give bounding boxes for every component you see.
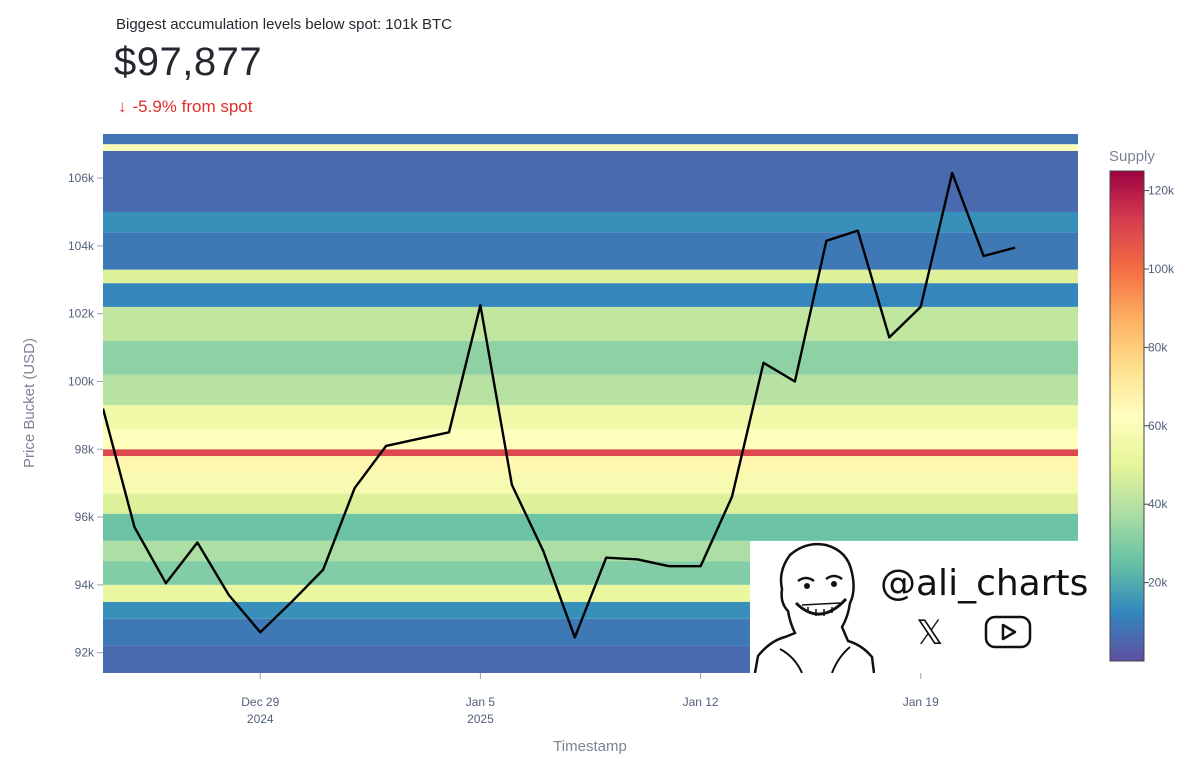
y-tick-label: 96k bbox=[75, 510, 95, 524]
x-axis-title: Timestamp bbox=[553, 738, 627, 755]
meme-face-icon bbox=[753, 542, 875, 673]
colorbar-scale bbox=[1109, 170, 1145, 662]
colorbar-tick-label: 100k bbox=[1148, 262, 1175, 276]
youtube-icon bbox=[984, 615, 1032, 649]
heatmap-band bbox=[103, 449, 1078, 457]
x-logo-icon: 𝕏 bbox=[916, 613, 944, 653]
colorbar-tick-label: 20k bbox=[1148, 576, 1168, 590]
x-axis: Dec 29 2024 Jan 5 2025 Jan 12 Jan 19 bbox=[241, 673, 939, 726]
heatmap-band bbox=[103, 306, 1078, 341]
y-axis-title: Price Bucket (USD) bbox=[21, 338, 38, 468]
delta-text: -5.9% from spot bbox=[132, 97, 253, 116]
heatmap-band bbox=[103, 472, 1078, 494]
x-tick-year-label: 2025 bbox=[467, 712, 494, 726]
heatmap-band bbox=[103, 144, 1078, 151]
y-tick-label: 104k bbox=[68, 239, 95, 253]
heatmap-band bbox=[103, 493, 1078, 514]
x-tick-label: Jan 19 bbox=[903, 695, 939, 709]
x-tick-label: Dec 29 bbox=[241, 695, 279, 709]
heatmap-band bbox=[103, 269, 1078, 284]
heatmap-band bbox=[103, 232, 1078, 270]
y-tick-label: 94k bbox=[75, 578, 95, 592]
arrow-down-icon: ↓ bbox=[118, 97, 127, 116]
y-tick-label: 92k bbox=[75, 646, 95, 660]
heatmap-band bbox=[103, 134, 1078, 145]
x-tick-label: Jan 5 bbox=[466, 695, 496, 709]
y-tick-label: 106k bbox=[68, 171, 95, 185]
price-line bbox=[103, 171, 1016, 639]
heatmap-band bbox=[103, 428, 1078, 450]
y-tick-label: 102k bbox=[68, 307, 95, 321]
chart-subtitle: Biggest accumulation levels below spot: … bbox=[116, 16, 453, 33]
heatmap-band bbox=[103, 374, 1078, 406]
heatmap-band bbox=[103, 150, 1078, 212]
y-tick-label: 100k bbox=[68, 374, 95, 388]
colorbar-tick-label: 80k bbox=[1148, 340, 1168, 354]
colorbar-tick-label: 120k bbox=[1148, 184, 1175, 198]
heatmap-band bbox=[103, 283, 1078, 307]
heatmap-band bbox=[103, 211, 1078, 233]
x-tick-label: Jan 12 bbox=[683, 695, 719, 709]
price-delta: ↓ -5.9% from spot bbox=[118, 97, 253, 117]
y-axis: 92k 94k 96k 98k 100k 102k 104k 106k bbox=[68, 171, 103, 660]
heatmap-band bbox=[103, 513, 1078, 541]
heatmap-band bbox=[103, 405, 1078, 429]
y-tick-label: 98k bbox=[75, 442, 95, 456]
heatmap-band bbox=[103, 456, 1078, 473]
watermark-badge: @ali_charts 𝕏 bbox=[750, 541, 1088, 673]
heatmap-band bbox=[103, 340, 1078, 375]
colorbar: Supply 20k 40k 60k 80k 100k 120k bbox=[1109, 148, 1175, 662]
colorbar-tick-label: 40k bbox=[1148, 497, 1168, 511]
twitter-handle: @ali_charts bbox=[880, 563, 1089, 604]
price-metric: $97,877 bbox=[114, 40, 263, 84]
price-line-layer bbox=[103, 171, 1016, 639]
x-tick-year-label: 2024 bbox=[247, 712, 274, 726]
colorbar-title: Supply bbox=[1109, 148, 1155, 165]
colorbar-tick-label: 60k bbox=[1148, 419, 1168, 433]
